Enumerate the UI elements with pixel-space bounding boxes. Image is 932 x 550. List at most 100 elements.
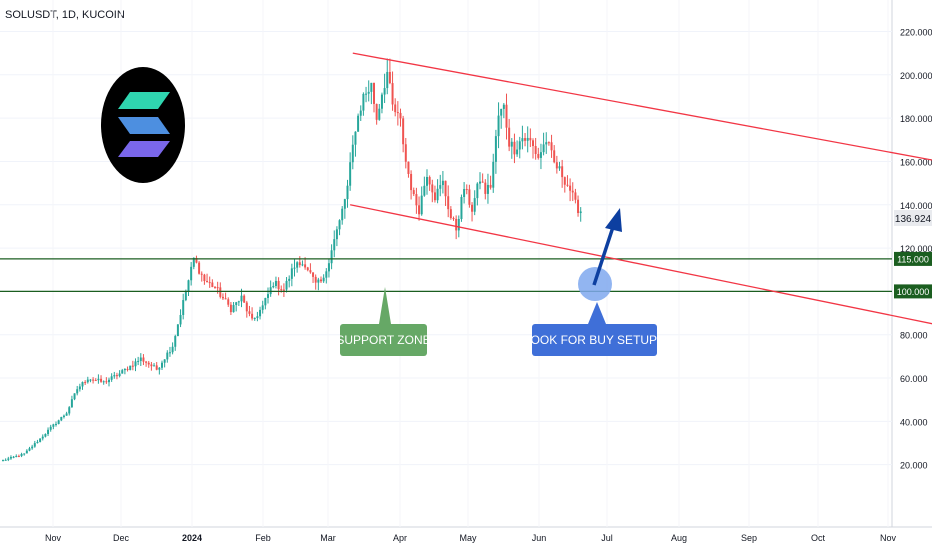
candle-body <box>407 161 410 174</box>
candle-body <box>362 93 365 111</box>
candle-body <box>444 180 447 197</box>
candle-body <box>468 189 471 205</box>
candle-body <box>431 184 434 193</box>
candle-body <box>391 83 394 105</box>
candle-body <box>516 149 519 155</box>
candle-body <box>465 189 468 191</box>
time-axis: Nov Dec 2024 Feb Mar Apr May Jun Jul Aug Sep Oct Nov <box>45 533 897 543</box>
candle-body <box>542 144 545 153</box>
candle-body <box>322 277 325 282</box>
candle-body <box>383 88 386 95</box>
candle-body <box>489 184 492 188</box>
candle-body <box>555 162 558 169</box>
candle-body <box>378 108 381 120</box>
logo-bar-top <box>118 92 170 109</box>
candle-body <box>508 127 511 147</box>
candle-body <box>481 181 484 183</box>
candle-body <box>214 287 216 289</box>
candle-body <box>129 365 132 370</box>
candle-body <box>39 438 42 442</box>
candle-body <box>274 280 277 286</box>
candle-body <box>108 379 110 383</box>
candle-body <box>47 429 50 435</box>
candle-body <box>396 112 399 114</box>
candle-body <box>12 456 15 458</box>
candle-body <box>346 185 349 200</box>
candle-body <box>370 82 373 92</box>
candle-body <box>290 268 293 279</box>
candle-body <box>115 375 118 377</box>
candle-body <box>92 379 95 381</box>
candle-body <box>198 262 201 274</box>
candle-body <box>243 295 246 303</box>
candle-body <box>428 177 431 185</box>
candle-body <box>269 287 272 295</box>
candle-body <box>354 131 357 145</box>
time-tick-label: Feb <box>255 533 271 543</box>
candle-body <box>441 180 444 186</box>
price-tick-label: 80.000 <box>900 331 928 341</box>
candle-body <box>534 146 537 154</box>
candle-body <box>89 379 92 381</box>
candle-body <box>539 152 542 158</box>
candle-body <box>81 382 84 387</box>
candle-body <box>325 271 328 278</box>
candle-body <box>137 360 140 362</box>
candle-body <box>288 278 291 281</box>
candle-body <box>579 211 582 214</box>
chart-title: SOLUSDT, 1D, KUCOIN <box>5 9 125 21</box>
candle-body <box>410 173 413 191</box>
candle-body <box>380 94 383 109</box>
candle-body <box>161 362 163 368</box>
candle-body <box>147 362 150 365</box>
candle-body <box>9 457 12 459</box>
candle-body <box>123 368 126 371</box>
candle-body <box>449 209 452 219</box>
candle-body <box>341 208 344 221</box>
candle-body <box>312 272 315 277</box>
time-tick-label: Mar <box>320 533 336 543</box>
time-tick-label: Aug <box>671 533 687 543</box>
candle-body <box>327 263 330 272</box>
candle-body <box>168 352 171 354</box>
candle-body <box>126 368 129 370</box>
last-price-label: 136.924 <box>895 214 932 225</box>
candle-body <box>256 316 259 318</box>
candle-body <box>314 276 317 283</box>
candle-body <box>84 382 87 384</box>
candle-body <box>277 280 280 290</box>
candle-body <box>118 373 121 377</box>
candle-body <box>155 365 158 370</box>
candle-body <box>298 262 301 266</box>
last-price-tag-box <box>894 210 932 226</box>
candle-body <box>476 183 479 199</box>
candle-body <box>457 219 460 231</box>
channel-upper-line <box>352 52 932 161</box>
candle-body <box>365 93 368 95</box>
candle-body <box>33 443 36 447</box>
candle-body <box>359 110 362 116</box>
candle-body <box>145 361 148 363</box>
candle-body <box>338 220 341 230</box>
candle-body <box>349 162 352 186</box>
price-tick-label: 140.000 <box>900 201 932 211</box>
candle-body <box>577 199 580 214</box>
candle-body <box>52 424 55 427</box>
candle-body <box>153 365 156 367</box>
candle-body <box>227 299 230 305</box>
candle-body <box>105 381 108 383</box>
candle-body <box>436 188 439 201</box>
candle-body <box>219 287 222 297</box>
candle-body <box>415 194 418 206</box>
candle-body <box>94 380 97 382</box>
candle-body <box>221 296 224 299</box>
time-tick-label: Sep <box>741 533 757 543</box>
candle-body <box>553 150 556 163</box>
candle-body <box>121 370 124 374</box>
candle-body <box>237 301 240 303</box>
candle-body <box>550 142 553 151</box>
candle-body <box>229 304 232 313</box>
support-zone-label: SUPPORT ZONE <box>336 333 430 347</box>
candle-body <box>192 257 195 267</box>
candle-body <box>174 336 177 347</box>
